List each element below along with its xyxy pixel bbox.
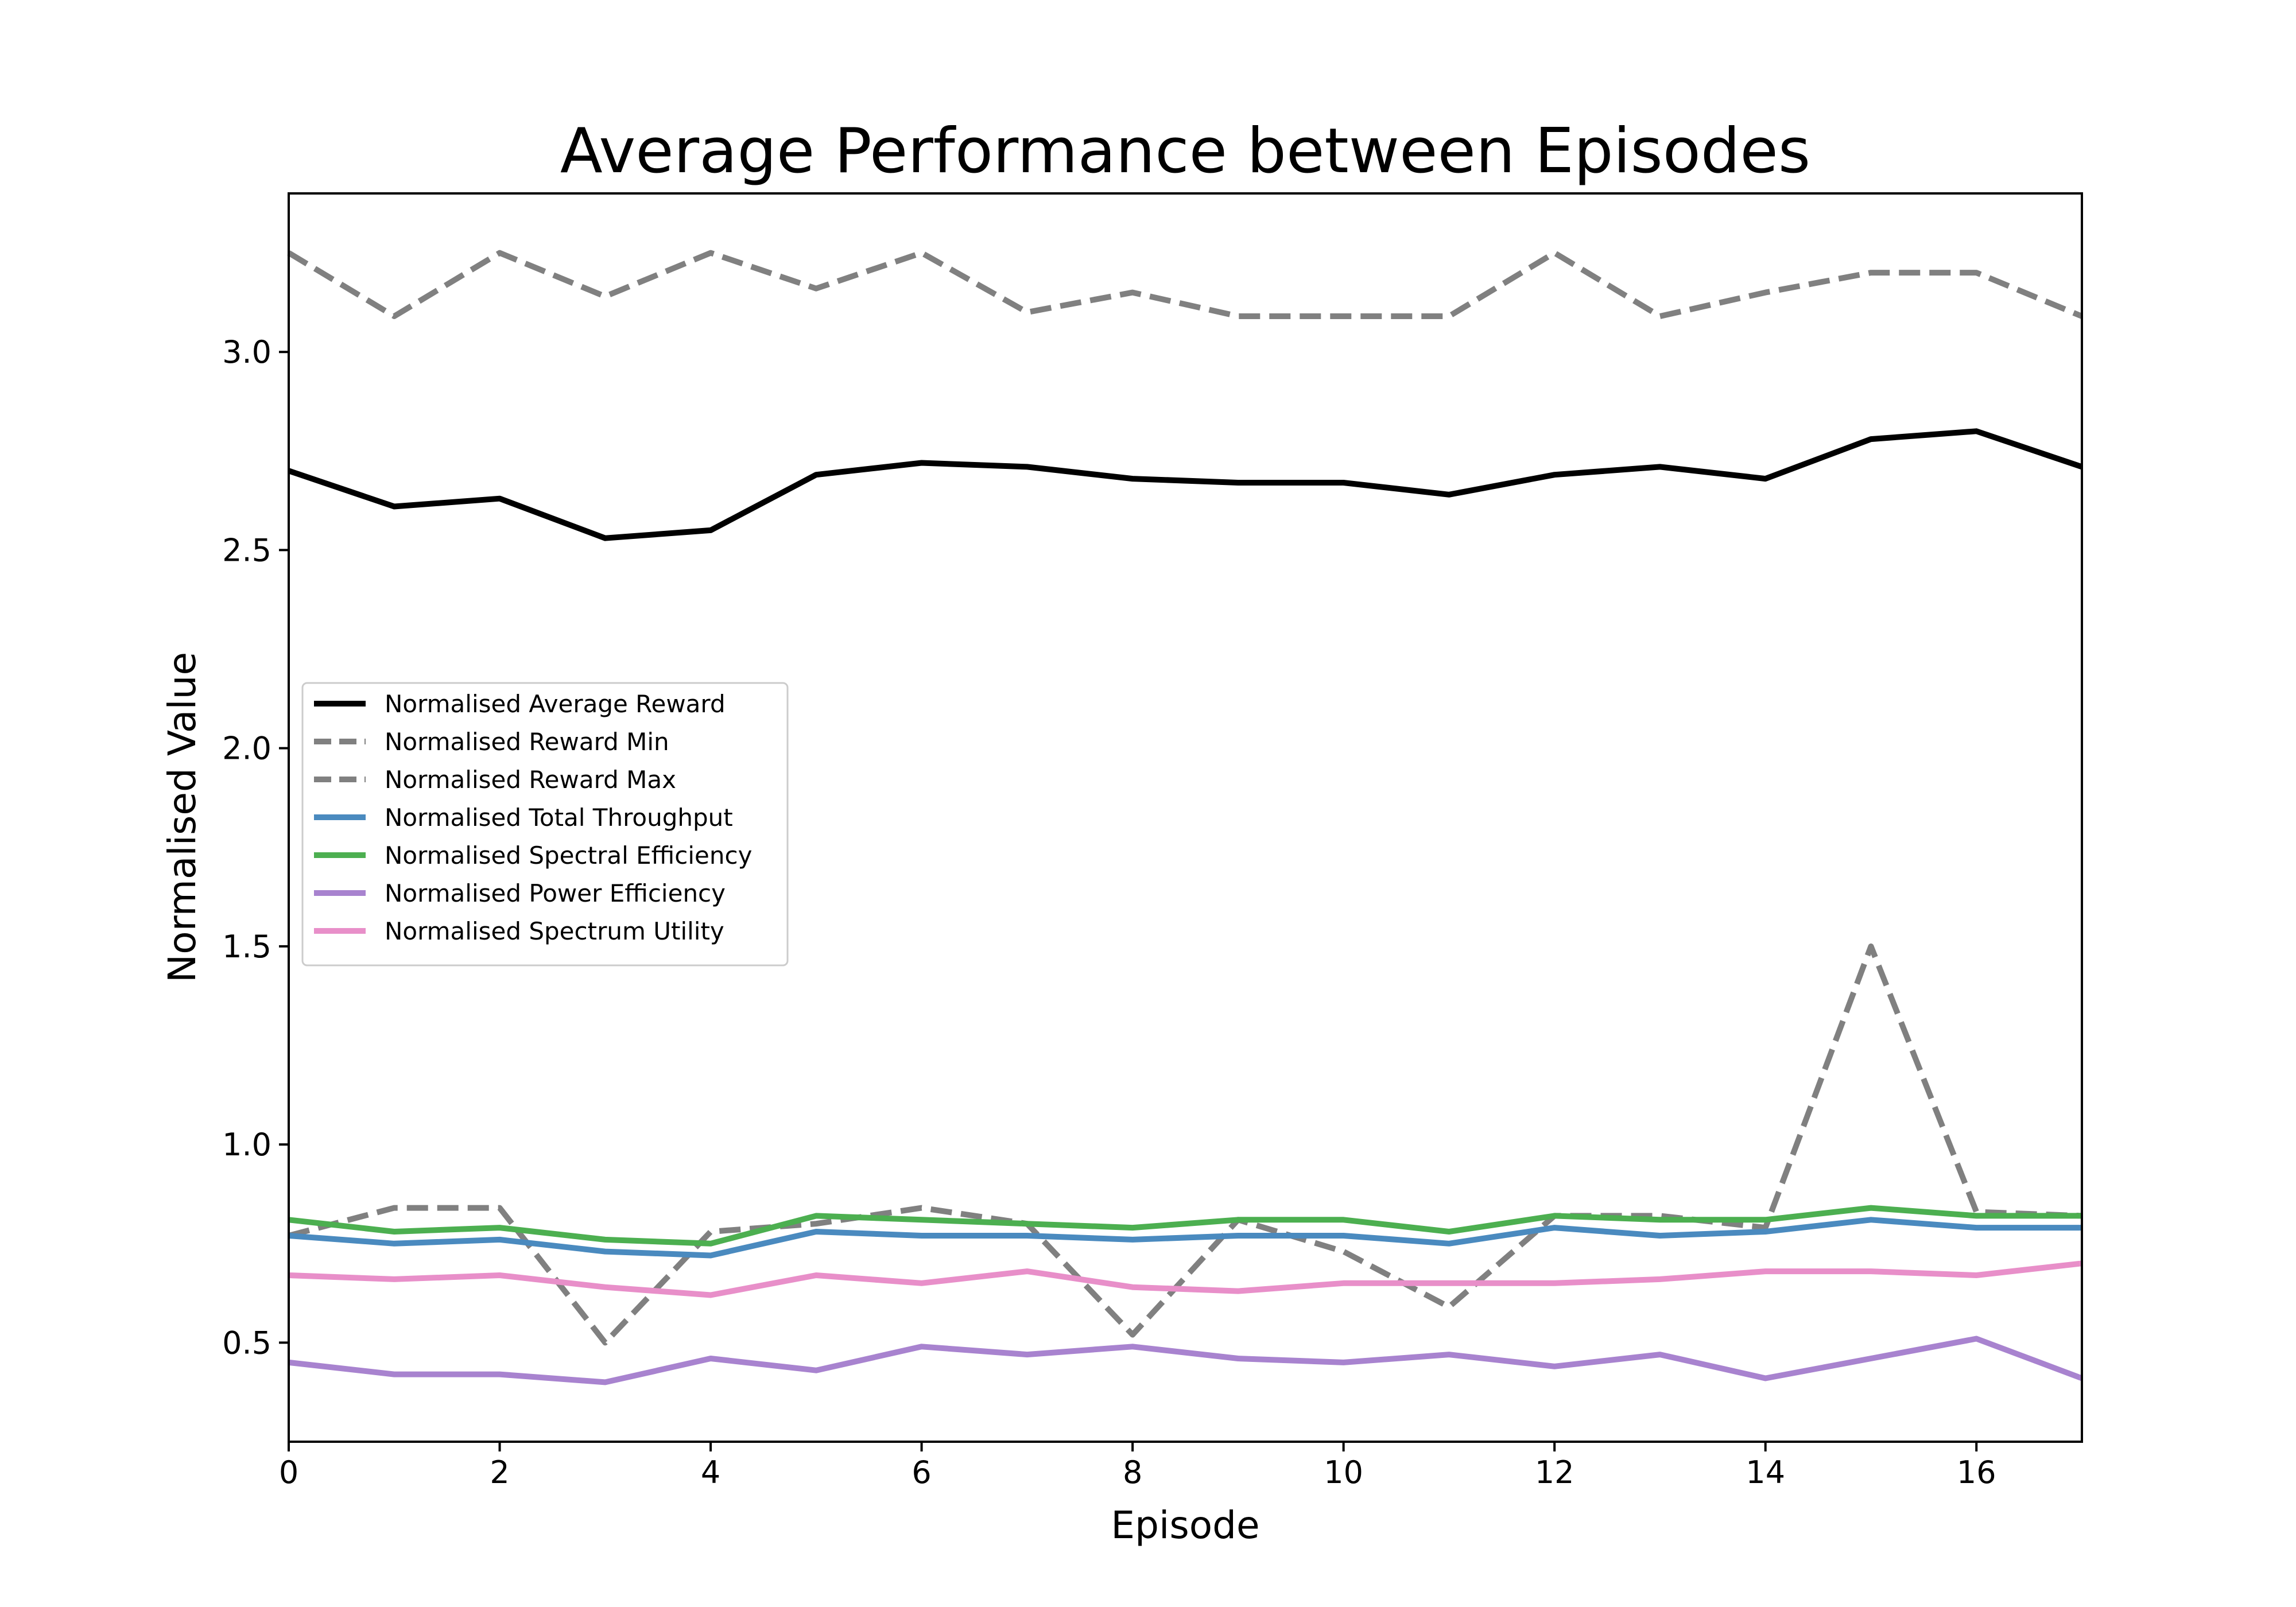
x-tick-label: 8 — [1123, 1454, 1142, 1490]
x-axis: 0 2 4 6 8 10 12 14 16 — [279, 1442, 1996, 1490]
legend-entry: Normalised Spectral Efficiency — [385, 841, 752, 870]
series-line-5 — [288, 1205, 2082, 1247]
y-tick-label: 0.5 — [222, 1325, 272, 1361]
legend: Normalised Average Reward Normalised Rewa… — [301, 682, 789, 966]
series-line-2 — [288, 943, 2082, 1346]
series-line-7 — [288, 1260, 2082, 1298]
x-tick-label: 16 — [1957, 1454, 1996, 1490]
plot-frame — [288, 192, 2083, 1443]
y-tick-label: 3.0 — [222, 334, 272, 370]
chart-title: Average Performance between Episodes — [560, 115, 1810, 187]
y-tick-label: 1.5 — [222, 929, 272, 965]
legend-box — [301, 682, 789, 966]
x-tick-label: 2 — [490, 1454, 509, 1490]
y-tick-label: 1.0 — [222, 1127, 272, 1163]
x-axis-label: Episode — [1111, 1503, 1259, 1547]
series-line-6 — [288, 1336, 2083, 1385]
x-tick-label: 14 — [1746, 1454, 1785, 1490]
legend-entry: Normalised Reward Min — [385, 728, 669, 756]
x-tick-label: 4 — [701, 1454, 720, 1490]
legend-entry: Normalised Power Efficiency — [385, 879, 726, 907]
legend-entry: Normalised Reward Max — [385, 766, 676, 794]
series-line-1 — [288, 428, 2083, 541]
y-axis-label: Normalised Value — [160, 652, 204, 983]
x-tick-label: 12 — [1535, 1454, 1574, 1490]
legend-entry: Normalised Average Reward — [385, 690, 726, 718]
series-line-4 — [288, 1217, 2082, 1259]
series-line-3 — [287, 250, 2083, 319]
y-tick-label: 2.0 — [222, 731, 272, 767]
y-tick-label: 2.5 — [222, 532, 272, 568]
x-tick-label: 10 — [1324, 1454, 1363, 1490]
legend-entry: Normalised Total Throughput — [385, 804, 733, 832]
x-tick-label: 0 — [279, 1454, 298, 1490]
series-layer — [287, 250, 2083, 1385]
y-axis: 0.5 1.0 1.5 2.0 2.5 3.0 — [222, 334, 289, 1361]
x-tick-label: 6 — [912, 1454, 931, 1490]
legend-entry: Normalised Spectrum Utility — [385, 917, 724, 945]
